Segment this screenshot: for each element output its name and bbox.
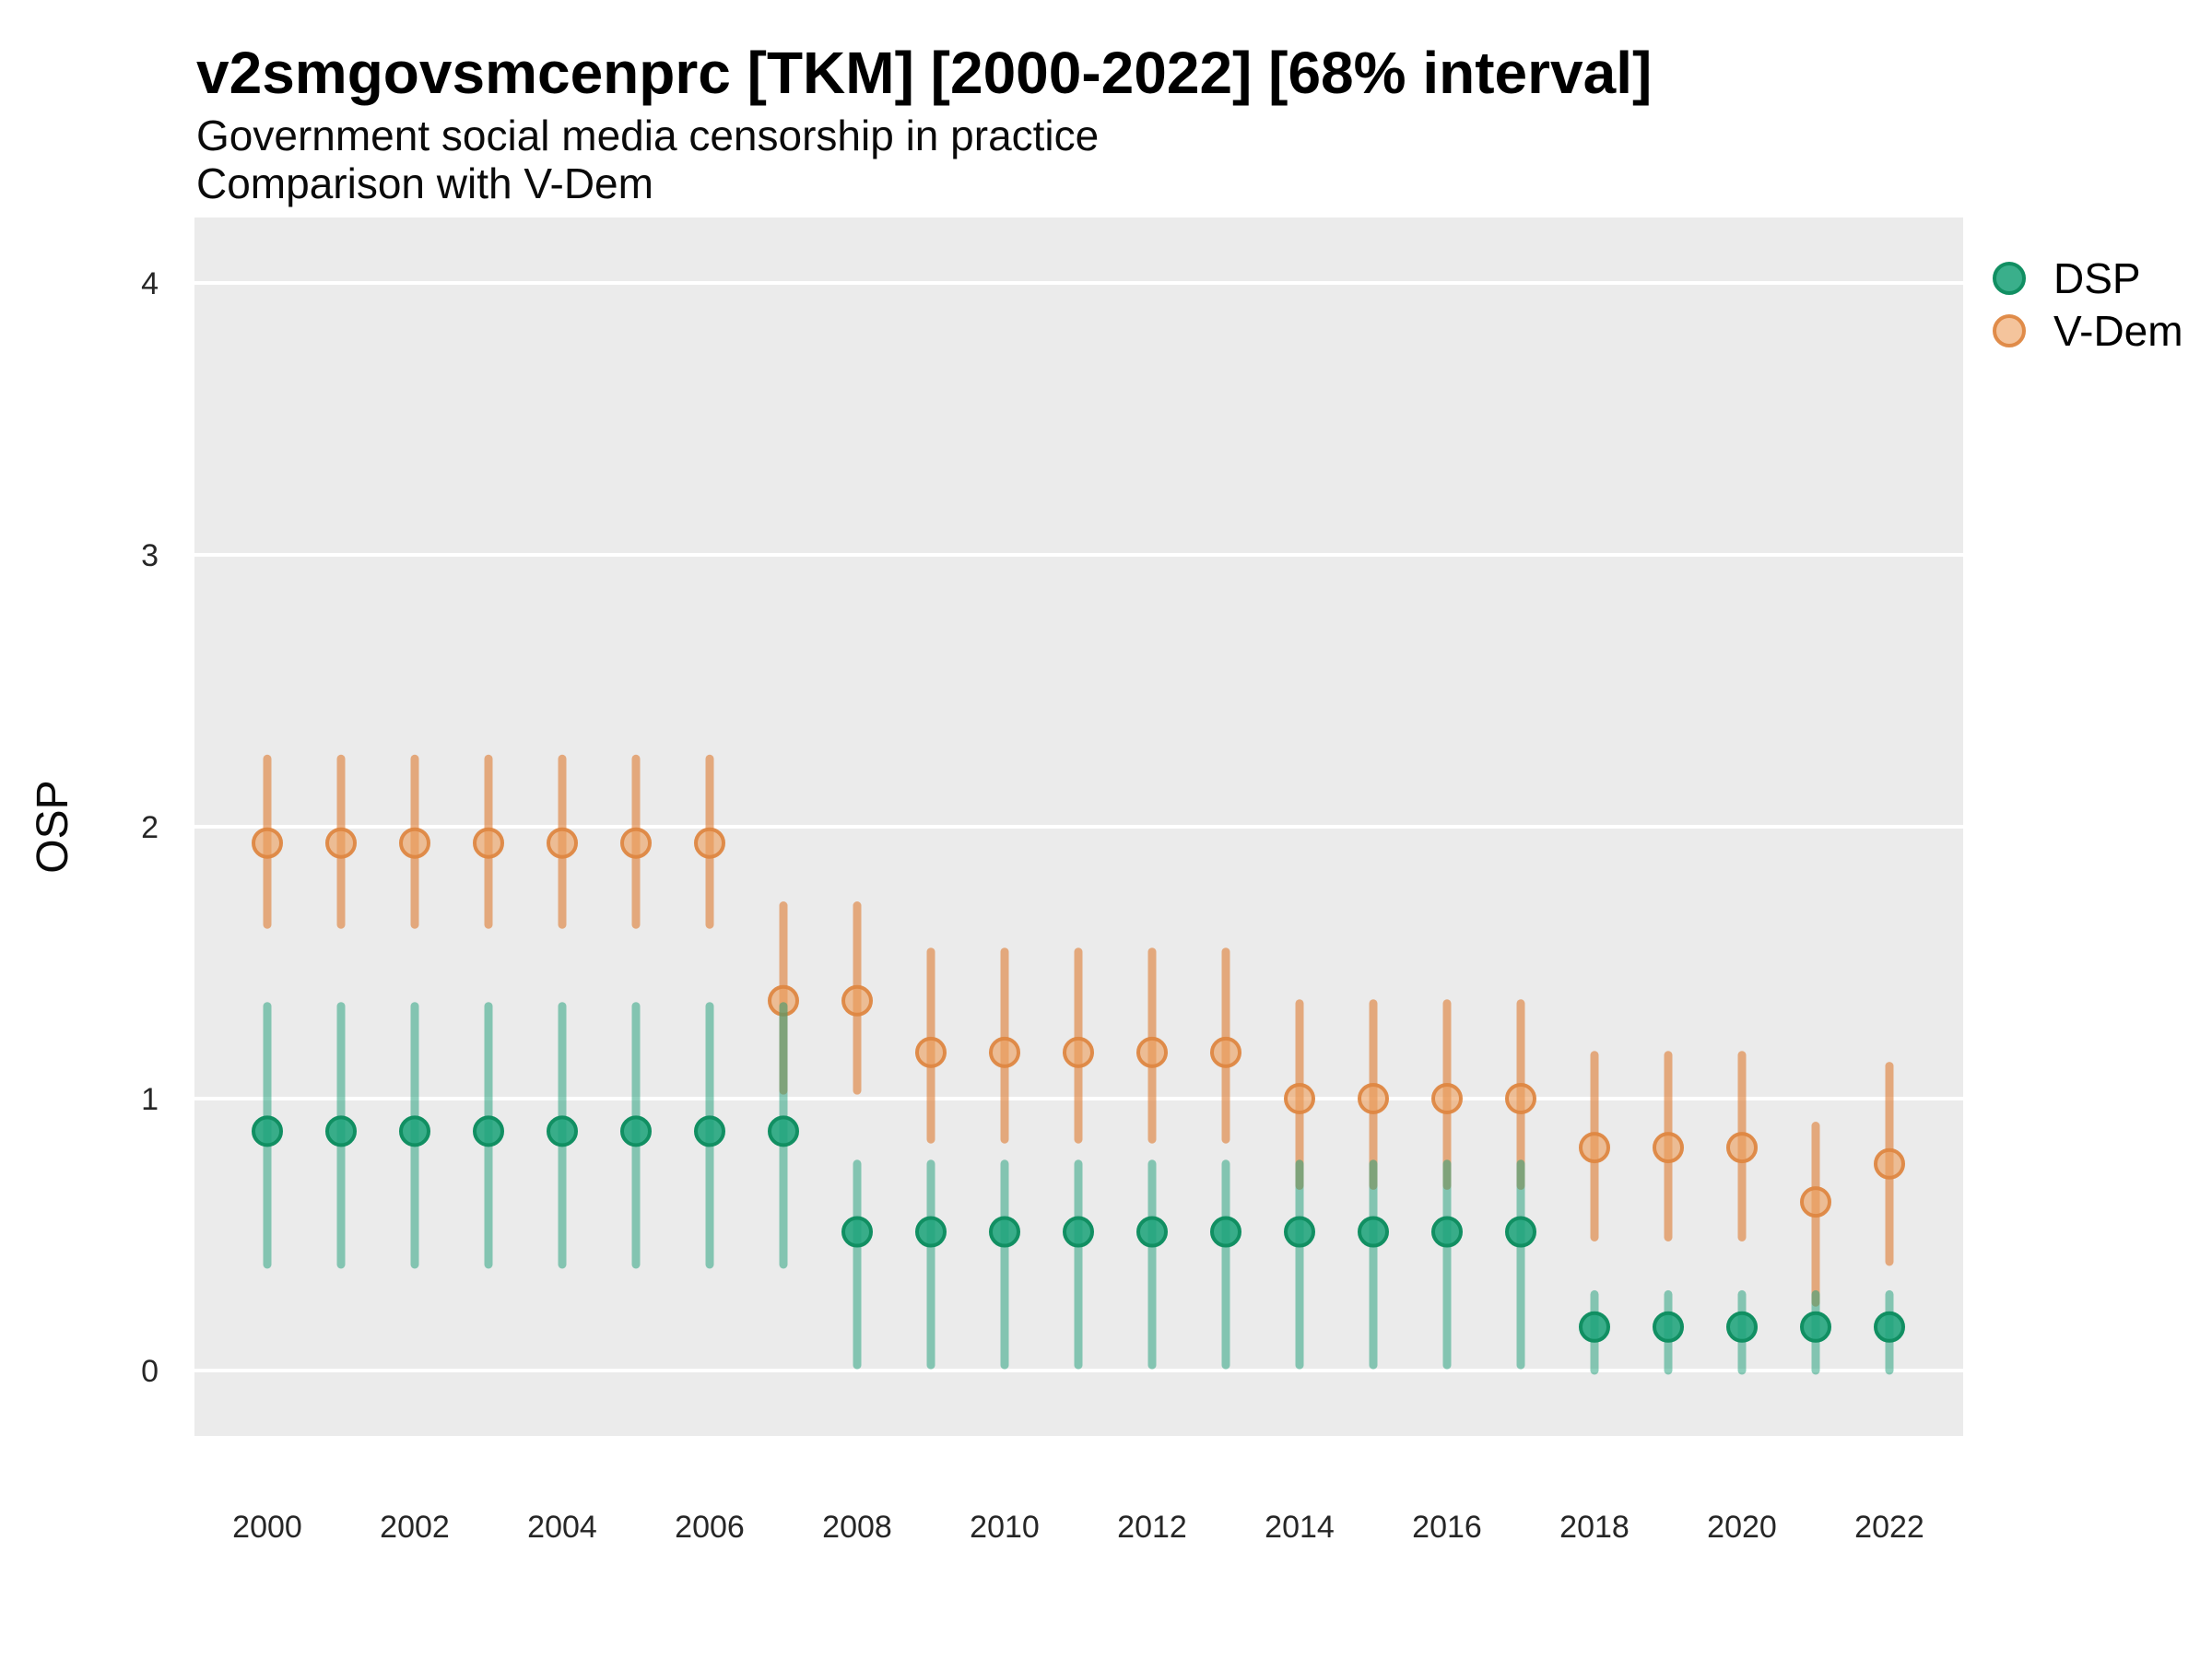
- x-tick-label-2006: 2006: [675, 1510, 745, 1545]
- x-tick-label-2018: 2018: [1559, 1510, 1630, 1545]
- y-tick-label-3: 3: [141, 538, 159, 573]
- point-dsp-2022: [1874, 1311, 1905, 1343]
- point-dsp-2007: [768, 1115, 799, 1147]
- point-vdem-2011: [1063, 1036, 1094, 1068]
- legend-swatch-dsp: [1993, 262, 2026, 295]
- point-vdem-2012: [1136, 1036, 1168, 1068]
- point-vdem-2015: [1358, 1083, 1389, 1114]
- point-dsp-2005: [620, 1115, 652, 1147]
- point-dsp-2013: [1210, 1216, 1241, 1248]
- point-dsp-2020: [1726, 1311, 1758, 1343]
- point-vdem-2005: [620, 827, 652, 859]
- point-dsp-2016: [1431, 1216, 1463, 1248]
- point-vdem-2003: [473, 827, 504, 859]
- point-dsp-2021: [1800, 1311, 1831, 1343]
- point-vdem-2006: [694, 827, 725, 859]
- point-vdem-2004: [547, 827, 578, 859]
- point-dsp-2012: [1136, 1216, 1168, 1248]
- x-tick-label-2022: 2022: [1854, 1510, 1924, 1545]
- point-vdem-2022: [1874, 1147, 1905, 1180]
- point-vdem-2016: [1431, 1083, 1463, 1114]
- y-tick-label-4: 4: [141, 266, 159, 301]
- point-dsp-2018: [1579, 1311, 1610, 1343]
- point-dsp-2006: [694, 1115, 725, 1147]
- legend-label-dsp: DSP: [2053, 254, 2141, 302]
- point-dsp-2017: [1505, 1216, 1536, 1248]
- legend-label-vdem: V-Dem: [2053, 307, 2183, 355]
- point-vdem-2000: [252, 827, 283, 859]
- point-vdem-2002: [399, 827, 430, 859]
- x-tick-label-2016: 2016: [1412, 1510, 1482, 1545]
- point-dsp-2008: [841, 1216, 873, 1248]
- point-dsp-2004: [547, 1115, 578, 1147]
- y-tick-label-0: 0: [141, 1354, 159, 1389]
- chart-title: v2smgovsmcenprc [TKM] [2000-2022] [68% i…: [196, 40, 1653, 106]
- x-tick-label-2008: 2008: [822, 1510, 892, 1545]
- legend-swatch-vdem: [1993, 314, 2026, 347]
- point-dsp-2011: [1063, 1216, 1094, 1248]
- x-tick-label-2000: 2000: [232, 1510, 302, 1545]
- point-dsp-2014: [1284, 1216, 1315, 1248]
- point-vdem-2019: [1653, 1132, 1684, 1164]
- chart-subtitle-2: Comparison with V-Dem: [196, 159, 653, 207]
- point-vdem-2001: [325, 827, 357, 859]
- point-vdem-2017: [1505, 1083, 1536, 1114]
- point-vdem-2008: [841, 984, 873, 1017]
- point-dsp-2001: [325, 1115, 357, 1147]
- point-dsp-2010: [989, 1216, 1020, 1248]
- y-tick-label-2: 2: [141, 810, 159, 845]
- point-vdem-2013: [1210, 1036, 1241, 1068]
- point-vdem-2009: [915, 1036, 947, 1068]
- chart-subtitle: Government social media censorship in pr…: [196, 112, 1100, 159]
- point-dsp-2015: [1358, 1216, 1389, 1248]
- x-tick-label-2020: 2020: [1707, 1510, 1777, 1545]
- point-dsp-2000: [252, 1115, 283, 1147]
- point-dsp-2002: [399, 1115, 430, 1147]
- point-dsp-2009: [915, 1216, 947, 1248]
- point-dsp-2003: [473, 1115, 504, 1147]
- point-vdem-2018: [1579, 1132, 1610, 1164]
- x-tick-label-2002: 2002: [380, 1510, 450, 1545]
- x-tick-label-2014: 2014: [1265, 1510, 1335, 1545]
- point-vdem-2010: [989, 1036, 1020, 1068]
- y-tick-label-1: 1: [141, 1082, 159, 1117]
- point-vdem-2021: [1800, 1186, 1831, 1218]
- point-vdem-2014: [1284, 1083, 1315, 1114]
- x-tick-label-2010: 2010: [970, 1510, 1040, 1545]
- x-tick-label-2012: 2012: [1117, 1510, 1187, 1545]
- point-vdem-2020: [1726, 1132, 1758, 1164]
- point-dsp-2019: [1653, 1311, 1684, 1343]
- x-tick-label-2004: 2004: [527, 1510, 597, 1545]
